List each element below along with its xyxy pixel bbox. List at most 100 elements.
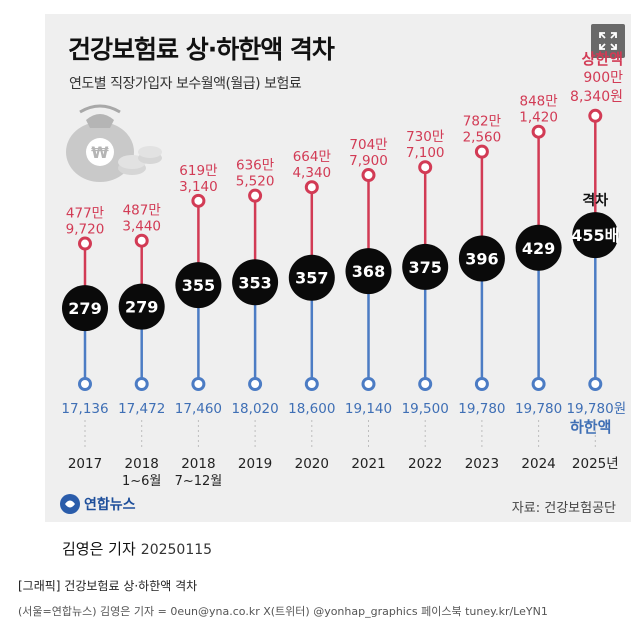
category-sublabel: 1~6월 <box>122 474 161 489</box>
lower-legend-label: 하한액 <box>570 418 612 436</box>
ratio-circle <box>572 212 619 259</box>
lower-label: 18,020 <box>231 401 278 417</box>
upper-label-line2: 7,100 <box>406 145 445 161</box>
ratio-circle <box>288 254 335 301</box>
ratio-circle <box>118 283 165 330</box>
lower-dot <box>418 377 433 391</box>
expand-icon <box>599 32 617 50</box>
ratio-label: 396 <box>465 250 498 269</box>
ratio-circle <box>232 259 279 306</box>
upper-label-line2: 4,340 <box>292 165 331 181</box>
date: 20250115 <box>140 542 213 558</box>
ratio-circle <box>458 235 505 282</box>
lower-dot <box>191 377 206 391</box>
upper-dot <box>134 233 149 248</box>
lower-label: 17,460 <box>175 401 222 417</box>
caption: [그래픽] 건강보험료 상·하한액 격차 <box>18 579 198 593</box>
lower-label: 17,472 <box>118 401 165 417</box>
category-label: 2018 <box>181 456 215 472</box>
ratio-label: 279 <box>125 298 158 317</box>
svg-text:₩: ₩ <box>91 143 109 162</box>
lower-label: 19,500 <box>402 401 449 417</box>
category-label: 2018 <box>125 456 159 472</box>
ratio-label: 353 <box>238 273 271 292</box>
upper-label-line2: 2,560 <box>463 130 502 146</box>
upper-last-value: 900만 8,340원 <box>570 70 623 105</box>
ratio-label: 279 <box>68 299 101 318</box>
author: 김영은 기자 <box>62 540 136 558</box>
upper-dot <box>418 160 433 175</box>
expand-button[interactable] <box>591 24 625 58</box>
ratio-label: 455배 <box>571 226 619 245</box>
lower-label: 19,140 <box>345 401 392 417</box>
ratio-legend-label: 격차 <box>582 192 608 209</box>
lower-label: 18,600 <box>288 401 335 417</box>
lower-label: 17,136 <box>61 401 108 417</box>
upper-dot <box>191 193 206 208</box>
chart-subtitle: 연도별 직장가입자 보수월액(월급) 보험료 <box>69 76 302 92</box>
category-label: 2021 <box>351 456 385 472</box>
category-label: 2024 <box>521 456 555 472</box>
upper-label-line1: 636만 <box>236 158 274 174</box>
category-label: 2019 <box>238 456 272 472</box>
byline: 김영은 기자 20250115 <box>62 538 212 559</box>
category-label: 2017 <box>68 456 102 472</box>
logo-text: 연합뉴스 <box>84 497 136 513</box>
ratio-label: 375 <box>408 258 441 277</box>
upper-label-line1: 704만 <box>349 137 387 153</box>
credit-line: (서울=연합뉴스) 김영은 기자 = 0eun@yna.co.kr X(트위터)… <box>18 605 548 618</box>
upper-label-line2: 7,900 <box>349 153 388 169</box>
money-bag-icon: ₩ <box>66 104 162 182</box>
category-label: 2023 <box>465 456 499 472</box>
upper-label-line1: 619만 <box>179 163 217 179</box>
upper-label-line2: 3,140 <box>179 179 218 195</box>
upper-dot <box>78 236 92 251</box>
lower-dot <box>248 377 263 391</box>
ratio-label: 429 <box>522 239 555 258</box>
upper-dot <box>248 188 263 203</box>
upper-dot <box>588 108 603 123</box>
lower-label: 19,780 <box>458 401 505 417</box>
upper-label-line1: 664만 <box>293 149 331 165</box>
upper-label-line2: 1,420 <box>519 110 558 126</box>
yonhap-logo: 연합뉴스 <box>59 493 136 515</box>
source-note: 자료: 건강보험공단 <box>511 501 616 516</box>
ratio-label: 357 <box>295 269 328 288</box>
upper-label-line1: 848만 <box>520 94 558 110</box>
lower-dot <box>78 377 92 391</box>
lower-dot <box>531 377 546 391</box>
upper-label-line2: 9,720 <box>66 222 105 238</box>
ratio-circle <box>345 248 392 295</box>
category-label: 2025년 <box>572 456 619 472</box>
upper-dot <box>361 168 376 183</box>
ratio-circle <box>515 224 562 271</box>
upper-label-line1: 477만 <box>66 206 104 222</box>
lower-dot <box>304 377 319 391</box>
lower-dot <box>361 377 376 391</box>
ratio-circle <box>62 285 108 332</box>
upper-label-line2: 5,520 <box>236 174 275 190</box>
upper-label-line1: 782만 <box>463 114 501 130</box>
ratio-circle <box>175 262 222 309</box>
ratio-label: 368 <box>352 262 385 281</box>
upper-label-line2: 3,440 <box>122 219 161 235</box>
category-sublabel: 7~12월 <box>175 474 223 489</box>
category-label: 2020 <box>295 456 329 472</box>
lower-dot <box>588 377 603 391</box>
upper-dot <box>531 124 546 139</box>
ratio-label: 355 <box>182 276 215 295</box>
lower-label: 19,780 <box>515 401 562 417</box>
upper-label-line1: 730만 <box>406 129 444 145</box>
category-label: 2022 <box>408 456 442 472</box>
lower-dot <box>474 377 489 391</box>
upper-dot <box>474 144 489 159</box>
ratio-circle <box>402 243 449 290</box>
lower-dot <box>134 377 149 391</box>
yonhap-logo-icon <box>60 494 80 514</box>
lower-last-value: 19,780원 <box>566 401 626 417</box>
upper-legend-label: 상한액 <box>581 50 623 68</box>
upper-label-line1: 487만 <box>123 203 161 219</box>
upper-legend: 상한액 900만 8,340원 <box>570 50 623 107</box>
page-title: 건강보험료 상·하한액 격차 <box>68 35 335 64</box>
